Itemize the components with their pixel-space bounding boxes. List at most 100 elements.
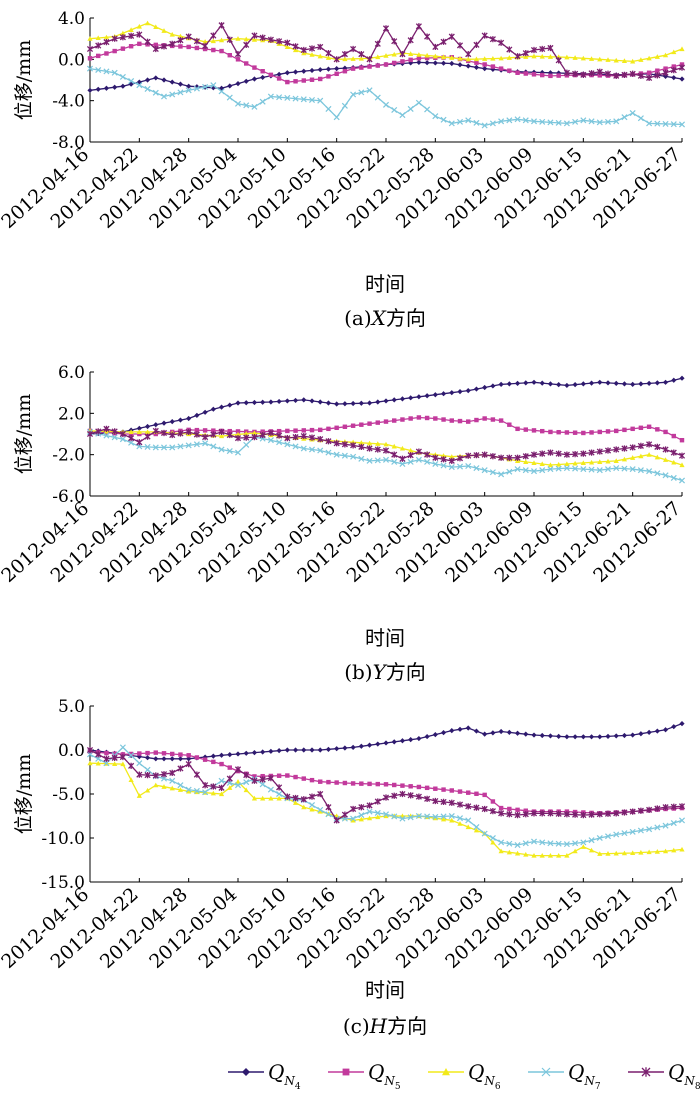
data-point: [489, 453, 496, 460]
data-point-shape: [432, 53, 438, 59]
data-point: [597, 429, 602, 435]
data-point: [309, 67, 315, 74]
data-point: [424, 52, 430, 58]
data-point-shape: [177, 765, 184, 772]
data-point: [226, 448, 233, 455]
data-point: [547, 466, 554, 473]
data-point-shape: [432, 815, 438, 821]
data-point-shape: [227, 52, 232, 58]
data-point: [530, 46, 538, 54]
data-point: [556, 382, 562, 388]
data-point-shape: [318, 779, 323, 784]
data-point: [293, 428, 298, 433]
data-point-shape: [547, 462, 554, 468]
data-point-shape: [465, 63, 471, 69]
data-point-shape: [358, 55, 364, 61]
data-point: [292, 47, 299, 53]
legend-item-Q_N4: QN4: [228, 1060, 301, 1092]
data-point-shape: [514, 850, 521, 856]
data-point: [638, 381, 644, 387]
data-point-shape: [481, 451, 488, 458]
data-point-shape: [112, 751, 117, 756]
data-point: [432, 60, 438, 66]
data-point: [235, 751, 241, 757]
data-point: [169, 431, 176, 439]
data-point: [629, 466, 636, 473]
data-point-shape: [374, 798, 381, 805]
data-point-shape: [334, 746, 340, 752]
data-point-shape: [457, 418, 463, 424]
data-point-shape: [87, 36, 93, 41]
data-point: [366, 445, 373, 452]
data-point: [226, 431, 233, 439]
data-point-shape: [457, 55, 463, 61]
data-point: [498, 839, 505, 846]
data-point: [456, 815, 464, 822]
data-point: [580, 844, 586, 849]
caption-prefix: (b): [344, 660, 372, 684]
caption-suffix: 方向: [387, 1014, 427, 1038]
data-point-shape: [531, 72, 537, 77]
data-point: [523, 808, 528, 813]
data-point: [218, 752, 225, 758]
data-point: [301, 804, 307, 810]
data-point: [292, 800, 299, 805]
data-point-shape: [523, 54, 529, 59]
data-point: [333, 817, 340, 824]
data-point: [662, 822, 669, 829]
data-point-shape: [514, 53, 521, 60]
data-point: [629, 110, 636, 117]
data-point: [540, 428, 545, 434]
data-point: [284, 441, 291, 448]
data-point-shape: [679, 46, 685, 52]
data-point-shape: [506, 454, 513, 461]
data-point-shape: [243, 41, 250, 48]
data-point: [87, 36, 93, 41]
data-point: [169, 419, 175, 425]
data-point-shape: [202, 42, 209, 50]
data-point: [440, 116, 447, 123]
data-point-shape: [350, 805, 357, 813]
data-point-shape: [309, 806, 315, 812]
data-point: [440, 813, 447, 820]
data-point-shape: [662, 69, 669, 76]
data-point-shape: [95, 751, 102, 758]
data-point: [128, 27, 134, 32]
data-point-shape: [465, 388, 471, 394]
data-point: [613, 831, 620, 838]
data-point-shape: [489, 453, 496, 460]
data-point: [227, 83, 233, 89]
data-point: [391, 458, 398, 465]
x-axis-title: 时间: [365, 272, 405, 296]
data-point: [563, 69, 570, 76]
data-point: [555, 810, 562, 817]
data-point: [86, 45, 94, 53]
data-point-shape: [456, 815, 464, 822]
data-point-shape: [259, 781, 266, 788]
data-point-shape: [152, 772, 159, 779]
data-point: [449, 788, 454, 793]
data-point-shape: [136, 23, 142, 29]
data-point-shape: [482, 66, 488, 72]
data-point-shape: [654, 72, 661, 79]
data-point: [210, 783, 217, 790]
data-point-shape: [243, 787, 249, 793]
data-point: [588, 459, 595, 465]
data-point: [498, 728, 504, 735]
data-point-shape: [259, 34, 266, 41]
data-point-shape: [366, 808, 373, 815]
data-point: [350, 91, 357, 98]
data-point: [473, 64, 480, 70]
data-point-shape: [267, 786, 274, 793]
data-point-shape: [449, 454, 455, 459]
data-point-shape: [284, 39, 291, 46]
data-point-shape: [153, 42, 158, 48]
data-point-shape: [588, 118, 595, 125]
data-point-shape: [325, 400, 332, 406]
data-point-shape: [136, 425, 142, 431]
data-point-shape: [399, 396, 406, 402]
data-point-shape: [325, 811, 332, 818]
data-point: [465, 51, 472, 58]
data-point-shape: [268, 748, 274, 754]
data-point-shape: [300, 796, 307, 803]
